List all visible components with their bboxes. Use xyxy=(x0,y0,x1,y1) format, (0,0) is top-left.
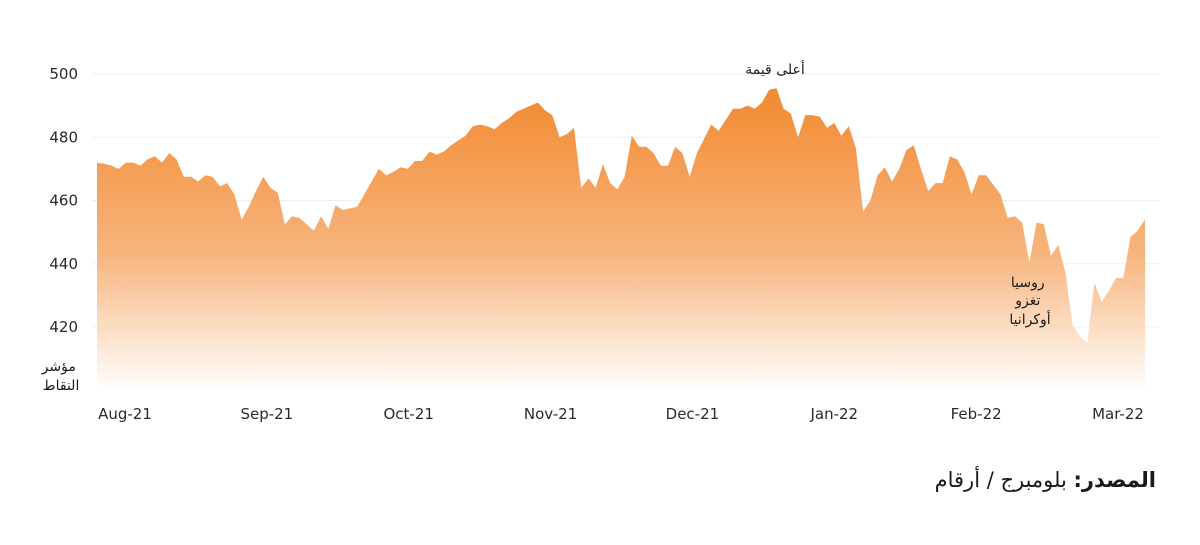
area-series xyxy=(97,88,1145,391)
y-tick-label-480: 480 xyxy=(49,128,78,146)
russia-annotation: روسيا تغزو أوكرانيا xyxy=(1009,275,1050,328)
y-axis-label: مؤشر النقاط xyxy=(41,359,81,394)
russia-annotation-line-1: روسيا xyxy=(1011,275,1045,291)
source-note: المصدر: بلومبرج / أرقام xyxy=(935,468,1156,492)
chart-svg: 420 440 460 480 500 Aug-21 Sep-21 Oct-21 Nov-21 D… xyxy=(41,60,1160,423)
x-tick-label-Oct-21: Oct-21 xyxy=(383,405,433,423)
x-tick-label-Aug-21: Aug-21 xyxy=(98,405,152,423)
y-tick-label-460: 460 xyxy=(49,192,78,210)
y-axis-label-line-1: مؤشر xyxy=(41,359,76,375)
y-tick-label-440: 440 xyxy=(49,255,78,273)
chart: 420 440 460 480 500 Aug-21 Sep-21 Oct-21 Nov-21 D… xyxy=(41,60,1160,423)
x-tick-label-Mar-22: Mar-22 xyxy=(1092,405,1144,423)
peak-annotation: أعلى قيمة xyxy=(745,60,805,78)
x-tick-label-Feb-22: Feb-22 xyxy=(951,405,1002,423)
y-tick-label-420: 420 xyxy=(49,318,78,336)
y-axis-label-line-2: النقاط xyxy=(43,378,80,394)
russia-annotation-line-2: تغزو xyxy=(1014,293,1040,309)
source-text: بلومبرج / أرقام xyxy=(934,468,1067,492)
x-tick-label-Dec-21: Dec-21 xyxy=(666,405,720,423)
x-tick-label-Jan-22: Jan-22 xyxy=(809,405,858,423)
russia-annotation-line-3: أوكرانيا xyxy=(1009,310,1050,328)
x-tick-label-Sep-21: Sep-21 xyxy=(240,405,293,423)
x-tick-label-Nov-21: Nov-21 xyxy=(524,405,577,423)
source-label: المصدر: xyxy=(1073,468,1156,492)
y-tick-label-500: 500 xyxy=(49,65,78,83)
